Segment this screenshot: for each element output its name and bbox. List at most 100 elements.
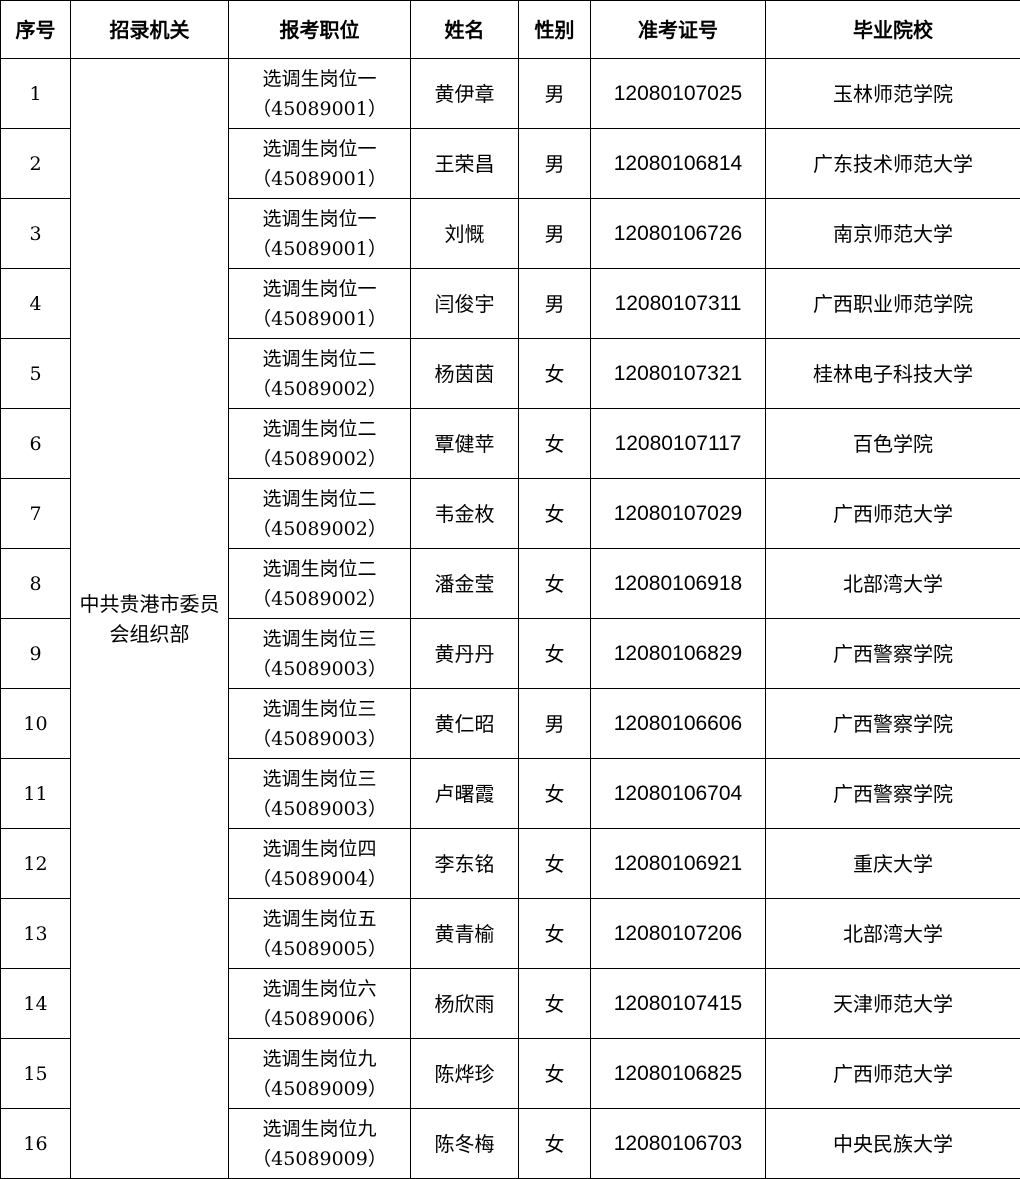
gender-cell: 女 — [519, 829, 591, 899]
position-title: 选调生岗位三 — [229, 694, 410, 724]
position-code: （45089003） — [229, 794, 410, 824]
position-title: 选调生岗位一 — [229, 64, 410, 94]
position-cell: 选调生岗位四（45089004） — [229, 829, 411, 899]
position-title: 选调生岗位二 — [229, 344, 410, 374]
position-code: （45089009） — [229, 1144, 410, 1174]
school-cell: 广东技术师范大学 — [766, 129, 1020, 199]
row-number: 2 — [1, 129, 71, 199]
name-cell: 闫俊宇 — [411, 269, 519, 339]
row-number: 8 — [1, 549, 71, 619]
position-title: 选调生岗位九 — [229, 1114, 410, 1144]
position-cell: 选调生岗位一（45089001） — [229, 129, 411, 199]
name-cell: 陈冬梅 — [411, 1109, 519, 1179]
name-cell: 杨欣雨 — [411, 969, 519, 1039]
school-cell: 桂林电子科技大学 — [766, 339, 1020, 409]
exam-id-cell: 12080106703 — [591, 1109, 766, 1179]
gender-cell: 女 — [519, 1039, 591, 1109]
school-cell: 广西职业师范学院 — [766, 269, 1020, 339]
gender-cell: 女 — [519, 899, 591, 969]
school-cell: 广西师范大学 — [766, 1039, 1020, 1109]
school-cell: 北部湾大学 — [766, 549, 1020, 619]
position-title: 选调生岗位五 — [229, 904, 410, 934]
name-cell: 覃健苹 — [411, 409, 519, 479]
position-title: 选调生岗位三 — [229, 624, 410, 654]
gender-cell: 女 — [519, 409, 591, 479]
position-code: （45089004） — [229, 864, 410, 894]
row-number: 7 — [1, 479, 71, 549]
position-code: （45089009） — [229, 1074, 410, 1104]
row-number: 6 — [1, 409, 71, 479]
exam-id-cell: 12080106704 — [591, 759, 766, 829]
header-position: 报考职位 — [229, 1, 411, 59]
header-row: 序号 招录机关 报考职位 姓名 性别 准考证号 毕业院校 — [1, 1, 1020, 59]
position-cell: 选调生岗位二（45089002） — [229, 479, 411, 549]
position-code: （45089003） — [229, 724, 410, 754]
row-number: 12 — [1, 829, 71, 899]
name-cell: 杨茵茵 — [411, 339, 519, 409]
position-title: 选调生岗位一 — [229, 134, 410, 164]
row-number: 4 — [1, 269, 71, 339]
exam-id-cell: 12080107311 — [591, 269, 766, 339]
gender-cell: 女 — [519, 619, 591, 689]
position-code: （45089002） — [229, 444, 410, 474]
position-code: （45089001） — [229, 94, 410, 124]
gender-cell: 男 — [519, 59, 591, 129]
name-cell: 黄仁昭 — [411, 689, 519, 759]
position-code: （45089002） — [229, 514, 410, 544]
name-cell: 卢曙霞 — [411, 759, 519, 829]
school-cell: 百色学院 — [766, 409, 1020, 479]
header-no: 序号 — [1, 1, 71, 59]
position-cell: 选调生岗位一（45089001） — [229, 199, 411, 269]
name-cell: 黄丹丹 — [411, 619, 519, 689]
row-number: 9 — [1, 619, 71, 689]
position-cell: 选调生岗位六（45089006） — [229, 969, 411, 1039]
gender-cell: 女 — [519, 479, 591, 549]
position-code: （45089001） — [229, 304, 410, 334]
exam-id-cell: 12080106918 — [591, 549, 766, 619]
exam-id-cell: 12080106825 — [591, 1039, 766, 1109]
school-cell: 广西师范大学 — [766, 479, 1020, 549]
gender-cell: 男 — [519, 199, 591, 269]
exam-id-cell: 12080107117 — [591, 409, 766, 479]
exam-id-cell: 12080107206 — [591, 899, 766, 969]
position-cell: 选调生岗位二（45089002） — [229, 549, 411, 619]
position-title: 选调生岗位四 — [229, 834, 410, 864]
exam-id-cell: 12080106814 — [591, 129, 766, 199]
exam-id-cell: 12080106726 — [591, 199, 766, 269]
row-number: 13 — [1, 899, 71, 969]
position-title: 选调生岗位六 — [229, 974, 410, 1004]
gender-cell: 女 — [519, 549, 591, 619]
position-code: （45089005） — [229, 934, 410, 964]
position-code: （45089003） — [229, 654, 410, 684]
exam-id-cell: 12080107025 — [591, 59, 766, 129]
name-cell: 韦金枚 — [411, 479, 519, 549]
school-cell: 中央民族大学 — [766, 1109, 1020, 1179]
row-number: 11 — [1, 759, 71, 829]
school-cell: 广西警察学院 — [766, 759, 1020, 829]
school-cell: 广西警察学院 — [766, 689, 1020, 759]
name-cell: 黄伊章 — [411, 59, 519, 129]
row-number: 1 — [1, 59, 71, 129]
name-cell: 黄青榆 — [411, 899, 519, 969]
header-agency: 招录机关 — [71, 1, 229, 59]
row-number: 10 — [1, 689, 71, 759]
school-cell: 广西警察学院 — [766, 619, 1020, 689]
exam-id-cell: 12080107321 — [591, 339, 766, 409]
exam-id-cell: 12080106921 — [591, 829, 766, 899]
position-cell: 选调生岗位三（45089003） — [229, 759, 411, 829]
position-code: （45089002） — [229, 374, 410, 404]
position-code: （45089001） — [229, 164, 410, 194]
row-number: 3 — [1, 199, 71, 269]
agency-cell: 中共贵港市委员会组织部 — [71, 59, 229, 1179]
row-number: 16 — [1, 1109, 71, 1179]
position-title: 选调生岗位二 — [229, 484, 410, 514]
position-cell: 选调生岗位三（45089003） — [229, 689, 411, 759]
row-number: 5 — [1, 339, 71, 409]
row-number: 15 — [1, 1039, 71, 1109]
header-exam-id: 准考证号 — [591, 1, 766, 59]
position-cell: 选调生岗位二（45089002） — [229, 339, 411, 409]
position-title: 选调生岗位二 — [229, 414, 410, 444]
position-cell: 选调生岗位一（45089001） — [229, 269, 411, 339]
